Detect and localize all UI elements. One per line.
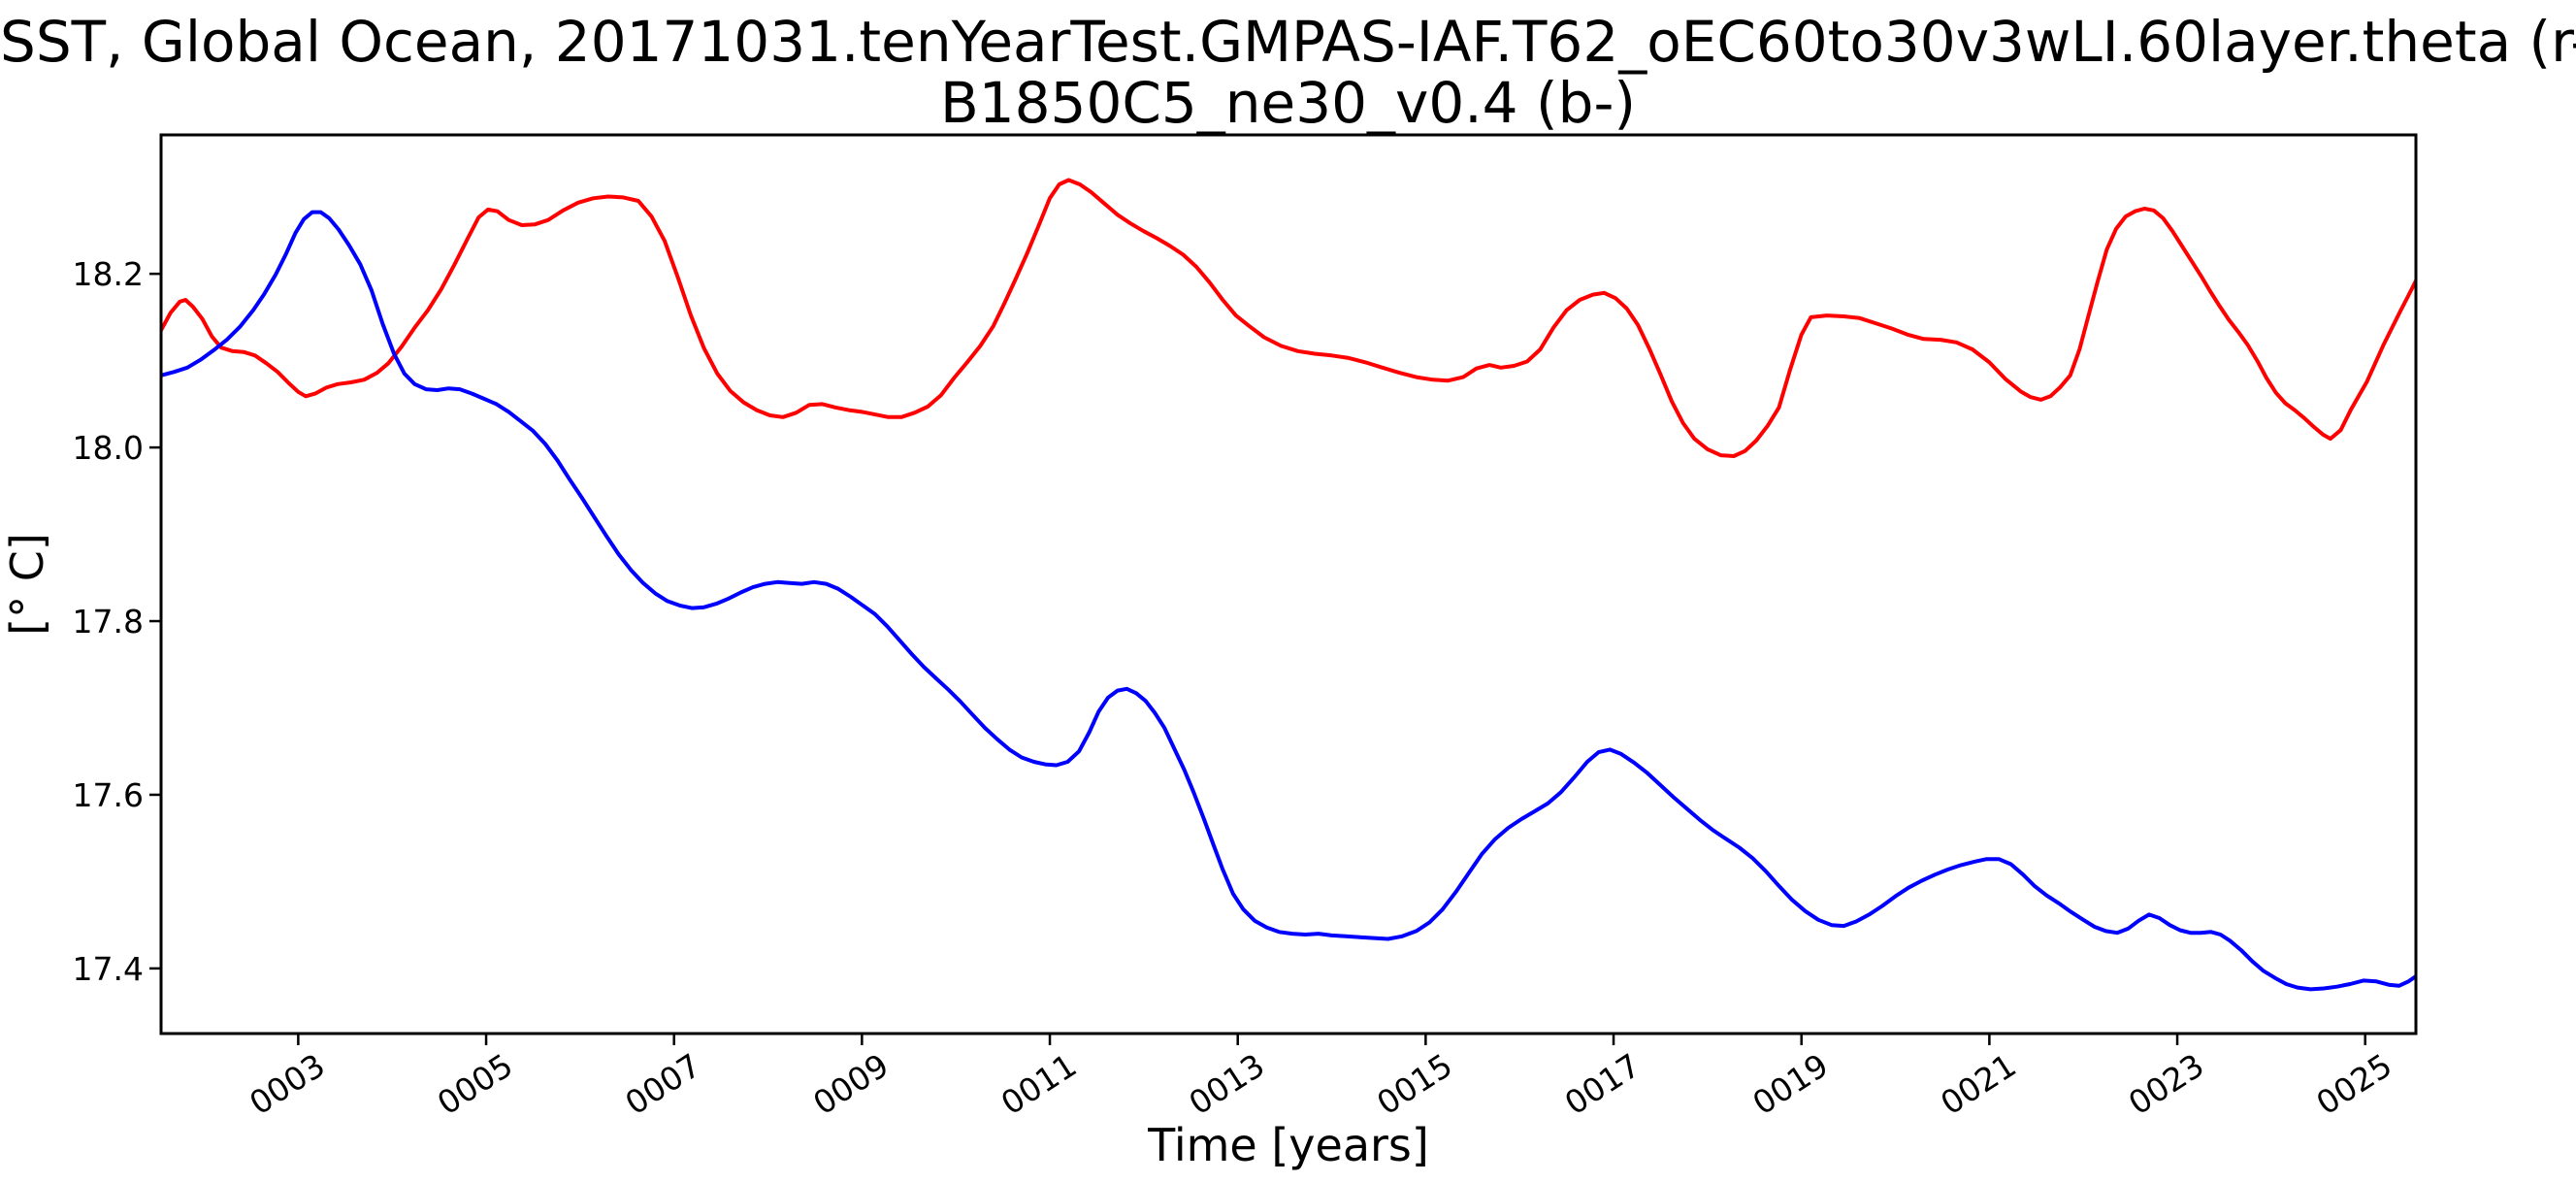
series-line-b- xyxy=(161,210,2416,992)
y-tick-label: 17.8 xyxy=(73,603,144,641)
x-tick-label: 0007 xyxy=(618,1046,707,1122)
chart-title-line-1: SST, Global Ocean, 20171031.tenYearTest.… xyxy=(0,9,2576,75)
y-tick-label: 18.0 xyxy=(73,429,144,467)
y-tick-label: 17.4 xyxy=(73,950,144,988)
y-axis-ticks: 17.4 17.6 17.8 18.0 18.2 xyxy=(73,255,161,988)
chart-title-line-2: B1850C5_ne30_v0.4 (b-) xyxy=(939,70,1637,136)
x-axis-ticks: 0003 0005 0007 0009 0011 0013 0015 0017 0019 0021… xyxy=(243,1034,2398,1122)
x-tick-label: 0017 xyxy=(1558,1046,1647,1122)
y-axis-label: [° C] xyxy=(1,533,53,636)
x-tick-label: 0003 xyxy=(243,1046,332,1122)
plot-frame xyxy=(159,133,2418,1035)
x-tick-label: 0009 xyxy=(806,1046,896,1122)
x-tick-label: 0023 xyxy=(2122,1046,2211,1122)
x-tick-label: 0021 xyxy=(1934,1046,2023,1122)
chart-title: SST, Global Ocean, 20171031.tenYearTest.… xyxy=(0,12,2576,134)
x-tick-label: 0025 xyxy=(2309,1046,2398,1122)
x-tick-label: 0013 xyxy=(1182,1046,1271,1122)
series-line-r- xyxy=(161,178,2416,458)
y-tick-label: 17.6 xyxy=(73,776,144,814)
x-tick-label: 0011 xyxy=(995,1046,1084,1122)
y-tick-label: 18.2 xyxy=(73,255,144,293)
x-axis-label: Time [years] xyxy=(1147,1119,1429,1171)
axes-spines xyxy=(159,133,2418,1035)
x-tick-label: 0015 xyxy=(1370,1046,1459,1122)
data-series xyxy=(161,178,2416,992)
x-tick-label: 0019 xyxy=(1745,1046,1835,1122)
x-tick-label: 0005 xyxy=(431,1046,520,1122)
